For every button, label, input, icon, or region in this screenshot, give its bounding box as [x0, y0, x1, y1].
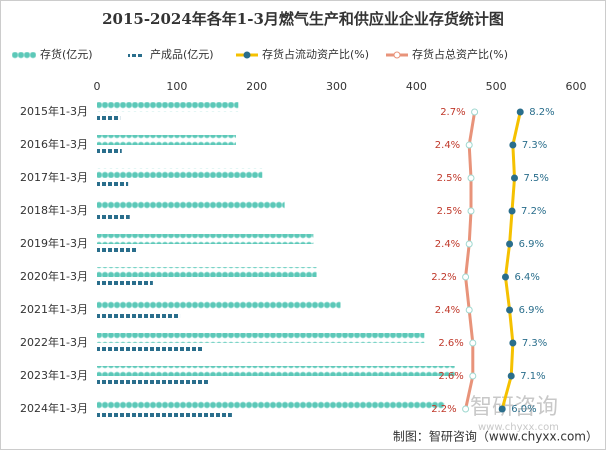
point — [516, 108, 524, 116]
x-tick-label: 200 — [246, 80, 267, 93]
bar — [97, 135, 236, 145]
bar — [97, 380, 208, 384]
watermark-url: www.chyxx.com — [478, 422, 559, 433]
x-tick-label: 400 — [406, 80, 427, 93]
bar — [97, 399, 445, 409]
y-tick-label: 2023年1-3月 — [20, 368, 88, 382]
value-label: 8.2% — [529, 107, 554, 118]
value-label: 2.2% — [431, 272, 456, 283]
y-tick-label: 2015年1-3月 — [20, 104, 88, 118]
bar — [97, 267, 317, 277]
bar — [97, 314, 181, 318]
value-label: 6.4% — [514, 272, 539, 283]
value-label: 6.9% — [519, 305, 544, 316]
y-tick-label: 2020年1-3月 — [20, 269, 88, 283]
source: 制图：智研咨询（www.chyxx.com） — [393, 429, 598, 444]
point — [465, 141, 473, 149]
point — [465, 240, 473, 248]
x-tick-label: 600 — [566, 80, 587, 93]
point — [469, 372, 477, 380]
legend-label: 产成品(亿元) — [150, 47, 214, 61]
bar — [97, 201, 285, 211]
point — [465, 306, 473, 314]
legend-swatch — [243, 51, 251, 59]
line — [464, 111, 477, 410]
value-label: 2.5% — [437, 206, 462, 217]
legend-label: 存货占总资产比(%) — [412, 47, 508, 61]
x-tick-label: 500 — [486, 80, 507, 93]
value-label: 2.6% — [438, 371, 463, 382]
point — [471, 108, 479, 116]
point — [506, 306, 514, 314]
y-tick-label: 2021年1-3月 — [20, 302, 88, 316]
x-tick-label: 0 — [94, 80, 101, 93]
line — [500, 111, 522, 410]
bar — [97, 149, 122, 153]
point — [509, 339, 517, 347]
bar — [97, 366, 455, 376]
bar — [97, 168, 263, 178]
legend-label: 存货(亿元) — [40, 47, 93, 61]
bar — [97, 347, 204, 351]
point — [509, 141, 517, 149]
bar — [97, 215, 130, 219]
y-tick-label: 2019年1-3月 — [20, 236, 88, 250]
value-label: 6.9% — [519, 239, 544, 250]
y-tick-label: 2022年1-3月 — [20, 335, 88, 349]
bar — [97, 300, 341, 310]
value-label: 7.3% — [522, 140, 547, 151]
value-label: 7.1% — [520, 371, 545, 382]
value-label: 7.3% — [522, 338, 547, 349]
point — [462, 405, 470, 413]
point — [467, 174, 475, 182]
point — [462, 273, 470, 281]
point — [506, 240, 514, 248]
point — [498, 405, 506, 413]
bar — [97, 234, 314, 244]
value-label: 7.2% — [521, 206, 546, 217]
value-label: 2.4% — [435, 239, 460, 250]
legend-swatch — [12, 52, 36, 59]
bar — [97, 281, 153, 285]
watermark: 智研咨询 — [470, 395, 558, 420]
point — [469, 339, 477, 347]
chart-title: 2015-2024年各年1-3月燃气生产和供应业企业存货统计图 — [102, 10, 504, 28]
point — [507, 372, 515, 380]
point — [501, 273, 509, 281]
bar — [97, 333, 425, 343]
value-label: 2.6% — [438, 338, 463, 349]
x-tick-label: 100 — [166, 80, 187, 93]
value-label: 2.7% — [440, 107, 465, 118]
point — [508, 207, 516, 215]
bar — [97, 116, 121, 120]
bar — [97, 182, 129, 186]
legend-label: 存货占流动资产比(%) — [262, 47, 369, 61]
value-label: 6.0% — [511, 404, 536, 415]
bar — [97, 102, 239, 112]
bar — [97, 248, 137, 252]
value-label: 7.5% — [524, 173, 549, 184]
legend-swatch — [393, 51, 401, 59]
legend-swatch — [128, 54, 144, 57]
x-tick-label: 300 — [326, 80, 347, 93]
y-tick-label: 2018年1-3月 — [20, 203, 88, 217]
y-tick-label: 2024年1-3月 — [20, 401, 88, 415]
value-label: 2.5% — [437, 173, 462, 184]
y-tick-label: 2016年1-3月 — [20, 137, 88, 151]
bar — [97, 413, 232, 417]
value-label: 2.4% — [435, 305, 460, 316]
value-label: 2.4% — [435, 140, 460, 151]
y-tick-label: 2017年1-3月 — [20, 170, 88, 184]
point — [467, 207, 475, 215]
value-label: 2.2% — [431, 404, 456, 415]
point — [511, 174, 518, 182]
